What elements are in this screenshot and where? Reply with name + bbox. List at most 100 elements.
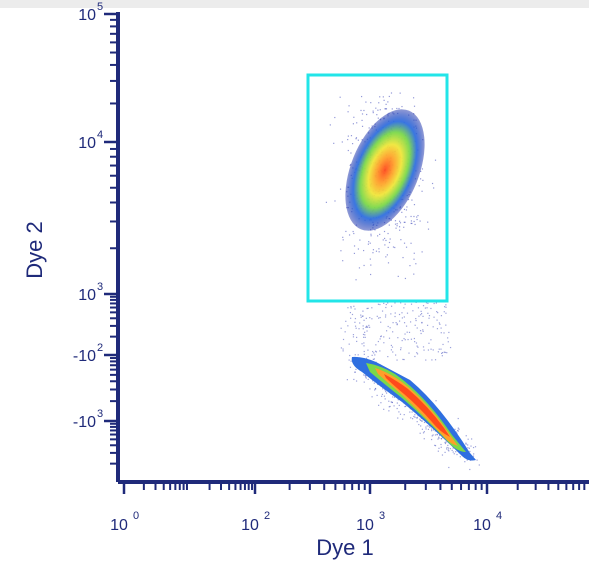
event-dot	[434, 159, 437, 161]
event-dot	[361, 113, 364, 115]
event-dot	[438, 322, 440, 324]
event-dot	[401, 211, 403, 213]
event-dot	[355, 368, 357, 370]
event-dot	[392, 246, 395, 248]
event-dot	[340, 250, 342, 252]
y-axis	[104, 12, 120, 482]
event-dot	[398, 226, 401, 228]
x-axis	[118, 480, 589, 494]
x-tick-base: 10	[473, 517, 491, 534]
event-dot	[379, 303, 381, 306]
event-dot	[390, 92, 393, 94]
event-dot	[395, 321, 397, 324]
event-dot	[364, 331, 366, 333]
gate-rectangle[interactable]	[306, 73, 449, 303]
event-dot	[413, 415, 415, 418]
event-dot	[438, 436, 440, 438]
event-dot	[406, 312, 409, 314]
event-dot	[411, 199, 413, 201]
event-dot	[398, 107, 400, 110]
y-tick-exponent: 3	[97, 281, 103, 293]
event-dot	[384, 244, 386, 246]
event-dot	[405, 209, 408, 211]
event-dot	[401, 105, 403, 108]
event-dot	[416, 417, 418, 419]
event-dot	[394, 312, 396, 314]
event-dot	[342, 338, 345, 341]
event-dot	[438, 348, 440, 350]
event-dot	[339, 96, 341, 98]
event-dot	[422, 432, 425, 434]
event-dot	[365, 357, 368, 359]
event-dot	[374, 388, 377, 390]
event-dot	[387, 356, 389, 358]
event-dot	[363, 109, 365, 112]
event-dot	[410, 242, 412, 244]
event-dot	[396, 324, 398, 326]
event-dot	[469, 468, 471, 471]
event-dot	[360, 314, 362, 316]
event-dot	[418, 315, 420, 317]
event-dot	[358, 267, 361, 269]
event-dot	[413, 215, 415, 218]
event-dot	[325, 201, 328, 203]
event-dot	[392, 331, 394, 333]
event-dot	[414, 324, 416, 326]
event-dot	[367, 378, 369, 380]
event-dot	[389, 405, 391, 408]
event-dot	[430, 348, 432, 350]
event-dot	[387, 246, 389, 249]
event-dot	[427, 228, 430, 230]
event-dot	[421, 420, 423, 422]
event-dot	[377, 109, 379, 111]
event-dot	[368, 241, 370, 243]
event-dot	[385, 306, 387, 309]
x-tick-exponent: 4	[496, 510, 502, 522]
event-dot	[377, 383, 379, 385]
event-dot	[340, 327, 342, 329]
event-dot	[361, 125, 364, 127]
event-dot	[400, 302, 402, 304]
y-tick-exponent: 4	[97, 129, 103, 141]
event-dot	[394, 302, 396, 304]
event-dot	[434, 445, 437, 447]
event-dot	[378, 404, 380, 406]
event-dot	[410, 215, 412, 218]
event-dot	[379, 316, 381, 319]
event-dot	[385, 303, 387, 306]
event-dot	[467, 438, 469, 440]
event-dot	[432, 434, 434, 436]
event-dot	[423, 421, 426, 424]
event-dot	[357, 354, 359, 356]
y-tick-exponent: 5	[97, 1, 103, 13]
event-dot	[342, 260, 344, 262]
event-dot	[390, 305, 393, 307]
event-dot	[351, 313, 354, 316]
x-tick-label: 10 4	[473, 510, 502, 534]
event-dot	[428, 315, 431, 317]
event-dot	[384, 316, 387, 318]
event-dot	[411, 222, 413, 225]
event-dot	[433, 187, 435, 189]
event-dot	[383, 99, 385, 101]
event-dot	[366, 113, 368, 116]
event-dot	[394, 220, 397, 222]
event-dot	[429, 426, 431, 428]
event-dot	[361, 119, 363, 122]
event-dot	[354, 321, 356, 323]
event-dot	[385, 108, 387, 110]
event-dot	[397, 399, 399, 401]
event-dot	[358, 328, 360, 330]
event-dot	[417, 415, 419, 417]
event-dot	[363, 345, 365, 347]
event-dot	[375, 344, 377, 346]
event-dot	[440, 315, 443, 317]
event-dot	[435, 302, 437, 304]
event-dot	[329, 124, 331, 126]
event-dot	[348, 343, 350, 345]
event-dot	[433, 316, 435, 318]
event-dot	[356, 122, 358, 124]
event-dot	[362, 249, 365, 252]
event-dot	[422, 179, 424, 181]
